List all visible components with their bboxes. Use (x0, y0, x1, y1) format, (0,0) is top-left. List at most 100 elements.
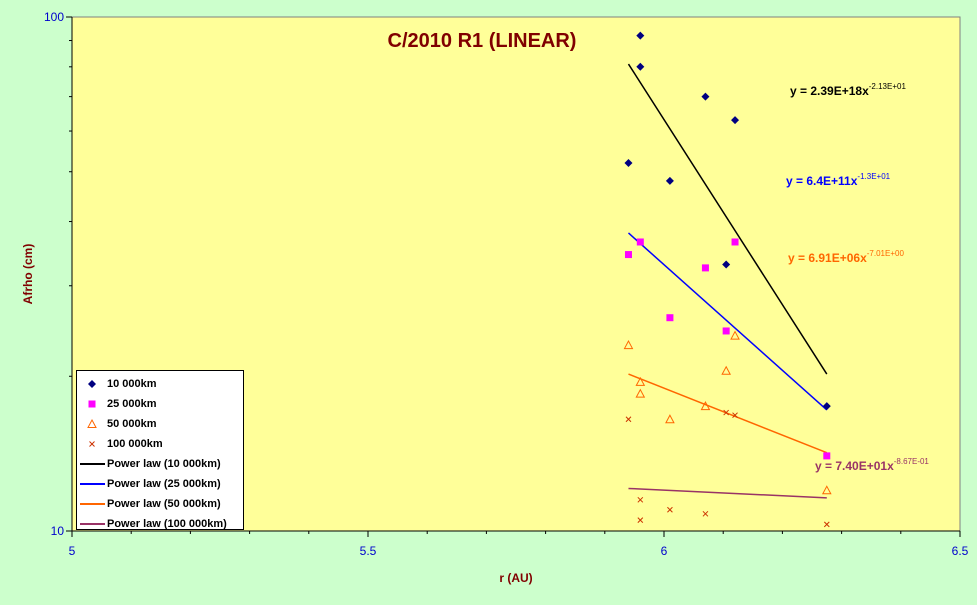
x-tick-label: 5.5 (360, 544, 377, 558)
legend-symbol-svg (88, 380, 96, 388)
data-point (623, 340, 634, 350)
trendline (628, 487, 827, 499)
marker-shape (821, 485, 832, 495)
marker-shape (636, 31, 645, 40)
data-point (636, 31, 645, 40)
data-point (635, 388, 646, 398)
legend-symbol-svg (87, 418, 97, 428)
legend-symbol (77, 374, 107, 394)
data-point (637, 496, 644, 503)
data-point (823, 521, 830, 528)
legend-symbol (77, 414, 107, 434)
legend-entry: 50 000km (77, 414, 243, 434)
legend-label: 50 000km (107, 418, 157, 430)
marker-shape (89, 441, 95, 447)
data-point (731, 238, 739, 246)
legend-entry: 10 000km (77, 374, 243, 394)
marker-shape (665, 176, 674, 185)
legend-symbol-svg (80, 503, 105, 505)
data-point (722, 327, 730, 335)
trendline-equation: y = 6.4E+11x-1.3E+01 (786, 172, 891, 188)
marker-shape (88, 380, 96, 388)
data-point (635, 376, 646, 386)
legend-entry: Power law (100 000km) (77, 514, 243, 534)
marker-shape (666, 314, 674, 322)
marker-shape (636, 62, 645, 71)
marker-shape (723, 409, 730, 416)
legend-marker (89, 441, 95, 447)
data-point (732, 412, 738, 419)
chart-title: C/2010 R1 (LINEAR) (388, 30, 577, 52)
legend-symbol-svg (80, 523, 105, 525)
legend-symbol-svg (89, 441, 95, 447)
data-point (701, 264, 709, 272)
legend-label: Power law (25 000km) (107, 478, 221, 490)
trendline-equation: y = 7.40E+01x-8.67E-01 (815, 457, 929, 473)
marker-shape (624, 251, 632, 259)
data-point (823, 452, 831, 460)
data-point (667, 506, 673, 513)
legend-symbol-svg (80, 483, 105, 485)
trendline-equation: y = 6.91E+06x-7.01E+00 (788, 249, 904, 265)
legend-entry: 25 000km (77, 394, 243, 414)
marker-shape (732, 412, 738, 419)
legend: 10 000km 25 000km 50 000km 100 000km Power l… (76, 370, 244, 530)
legend-symbol (77, 394, 107, 414)
marker-shape (701, 264, 709, 272)
marker-shape (625, 416, 632, 423)
data-point (822, 402, 831, 411)
data-point (666, 314, 674, 322)
legend-entry: Power law (50 000km) (77, 494, 243, 514)
legend-label: Power law (100 000km) (107, 518, 227, 530)
trendline-equation: y = 2.39E+18x-2.13E+01 (790, 82, 906, 98)
legend-entry: 100 000km (77, 434, 243, 454)
legend-marker (87, 418, 97, 428)
marker-shape (823, 521, 830, 528)
marker-shape (722, 260, 731, 269)
y-tick-label: 100 (44, 10, 64, 24)
data-point (636, 62, 645, 71)
legend-symbol (77, 434, 107, 454)
legend-symbol (77, 514, 107, 534)
x-tick-label: 5 (69, 544, 76, 558)
legend-marker (88, 380, 96, 388)
data-point (723, 409, 730, 416)
legend-entry: Power law (25 000km) (77, 474, 243, 494)
trendline (627, 232, 828, 411)
legend-marker (88, 400, 96, 408)
marker-shape (823, 452, 831, 460)
marker-shape (624, 158, 633, 167)
y-axis-label: Afrho (cm) (21, 244, 35, 305)
marker-shape (637, 496, 644, 503)
marker-shape (822, 402, 831, 411)
marker-shape (635, 388, 646, 398)
data-point (636, 238, 644, 246)
marker-shape (722, 327, 730, 335)
marker-shape (88, 400, 96, 408)
marker-shape (702, 510, 709, 517)
legend-symbol (77, 474, 107, 494)
marker-shape (635, 376, 646, 386)
marker-shape (623, 340, 634, 350)
marker-shape (731, 116, 740, 125)
data-point (731, 116, 740, 125)
legend-symbol (77, 494, 107, 514)
x-tick-label: 6 (661, 544, 668, 558)
data-point (700, 401, 711, 411)
data-point (625, 416, 632, 423)
legend-symbol (77, 454, 107, 474)
data-point (637, 517, 644, 523)
marker-shape (721, 365, 731, 375)
data-point (665, 414, 675, 424)
marker-shape (701, 92, 710, 101)
data-point (624, 251, 632, 259)
data-point (730, 330, 740, 340)
legend-label: 25 000km (107, 398, 157, 410)
data-point (821, 485, 832, 495)
legend-symbol-svg (88, 400, 96, 408)
legend-label: Power law (50 000km) (107, 498, 221, 510)
x-axis-label: r (AU) (499, 571, 532, 585)
data-point (721, 365, 731, 375)
legend-label: Power law (10 000km) (107, 458, 221, 470)
